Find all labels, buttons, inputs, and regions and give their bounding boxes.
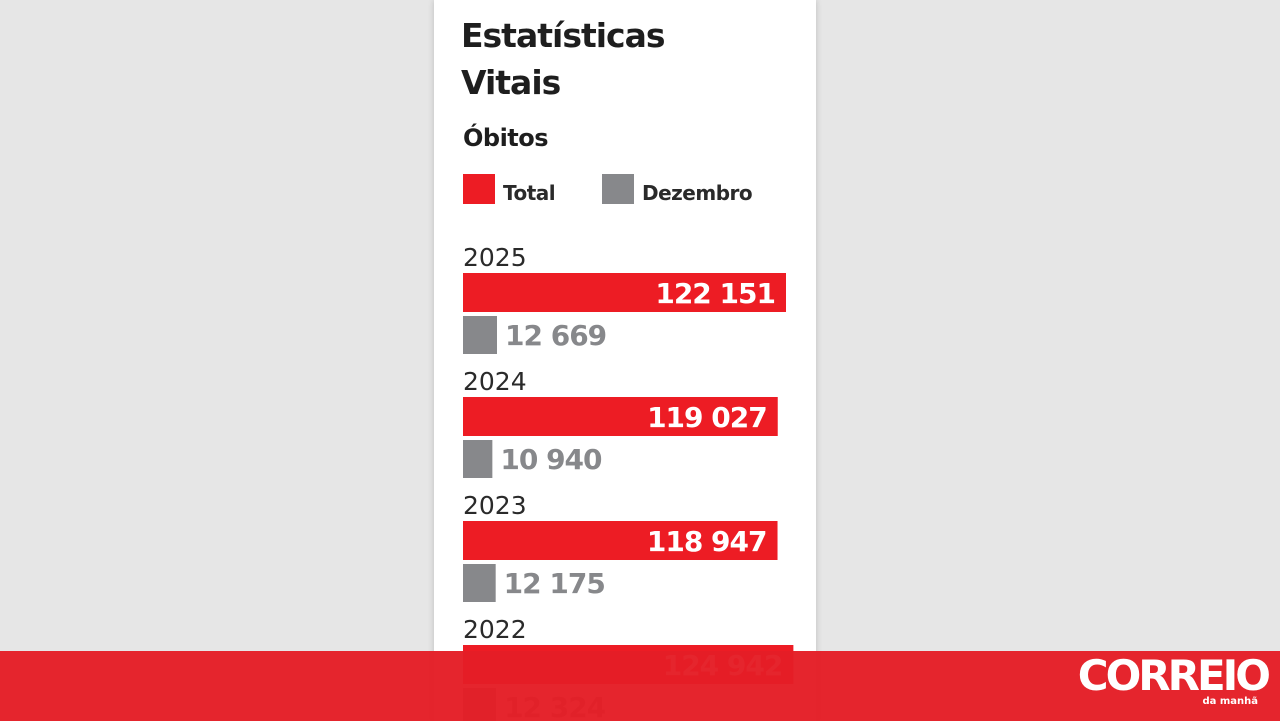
bottom-brand-bar: [0, 651, 1280, 721]
value-label-dezembro-2024: 10 940: [500, 443, 602, 476]
title-line-2: Vitais: [461, 63, 561, 102]
title-line-1: Estatísticas: [461, 16, 666, 55]
legend-swatch-dezembro: [602, 174, 634, 204]
logo-subtitle: da manhã: [1202, 696, 1258, 707]
value-label-total-2024: 119 027: [647, 401, 767, 434]
infographic-panel: [434, 0, 816, 721]
year-label-2022: 2022: [463, 615, 527, 644]
value-label-total-2025: 122 151: [655, 277, 775, 310]
value-label-total-2023: 118 947: [647, 525, 767, 558]
bar-total-2025: [463, 273, 786, 312]
correio-logo[interactable]: CORREIO da manhã: [1077, 651, 1271, 707]
bar-dezembro-2024: [463, 440, 493, 478]
year-label-2023: 2023: [463, 491, 527, 520]
legend-swatch-total: [463, 174, 495, 204]
value-label-dezembro-2025: 12 669: [505, 319, 606, 352]
legend-label-total: Total: [503, 181, 556, 205]
year-label-2025: 2025: [463, 243, 527, 272]
value-label-dezembro-2023: 12 175: [504, 567, 605, 600]
legend-label-dezembro: Dezembro: [642, 181, 753, 205]
bar-dezembro-2023: [463, 564, 496, 602]
year-label-2024: 2024: [463, 367, 527, 396]
bar-dezembro-2025: [463, 316, 497, 354]
logo-wordmark: CORREIO: [1077, 651, 1271, 700]
bar-total-2023: [463, 521, 778, 560]
chart-title: Estatísticas Vitais: [461, 12, 781, 106]
chart-subtitle: Óbitos: [463, 124, 549, 152]
bar-total-2024: [463, 397, 778, 436]
